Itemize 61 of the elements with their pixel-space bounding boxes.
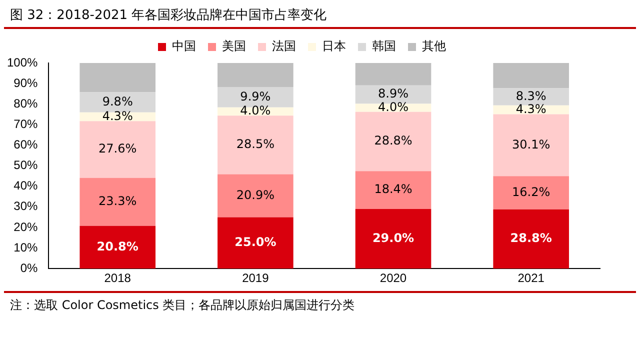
legend-label: 法国 [272,39,296,54]
data-label: 8.9% [378,86,409,101]
data-label: 16.2% [512,184,550,199]
bar [355,112,432,172]
y-tick-label: 60% [14,138,38,152]
bar [80,178,156,226]
y-tick-label: 30% [14,199,38,214]
data-label: 25.0% [234,235,276,250]
legend-label: 韩国 [372,39,396,54]
data-label: 28.5% [236,137,274,152]
legend-label: 中国 [172,39,196,54]
bar [218,217,294,269]
bar [218,116,294,174]
data-label: 9.8% [102,94,133,108]
data-label: 9.9% [240,89,271,104]
bar [493,209,569,269]
x-tick-label: 2019 [242,271,270,286]
x-tick-label: 2021 [518,271,545,286]
legend-label: 美国 [222,39,246,54]
y-tick-label: 100% [6,55,38,70]
bar [218,174,294,218]
data-label: 4.3% [102,108,133,123]
data-label: 29.0% [372,230,414,245]
bar [493,176,569,210]
data-label: 4.0% [378,100,409,114]
bar [355,208,432,269]
legend-label: 日本 [322,39,346,54]
y-tick-label: 80% [14,96,38,110]
y-tick-label: 20% [14,220,38,234]
bar [218,63,294,88]
bar [355,63,432,86]
data-label: 30.1% [512,137,550,152]
data-label: 20.9% [236,188,274,202]
text: 注：选取 Color Cosmetics 类目；各品牌以原始归属国进行分类 [4,291,636,318]
data-label: 8.3% [516,88,546,103]
bar [218,87,294,108]
y-tick-label: 70% [14,116,38,131]
y-tick-label: 50% [14,158,38,172]
legend-label: 其他 [422,39,446,54]
y-tick-label: 40% [14,178,38,193]
bar [80,92,156,112]
data-label: 4.0% [240,104,271,118]
y-tick-label: 10% [14,240,38,254]
bar [493,63,569,88]
bar [80,121,156,178]
bar [80,226,156,269]
data-label: 20.8% [96,239,138,254]
data-label: 28.8% [510,231,552,246]
y-tick-label: 0% [20,260,38,275]
data-label: 4.3% [516,102,546,116]
data-label: 28.8% [374,134,412,148]
data-label: 27.6% [98,142,137,156]
bar [355,171,432,209]
y-tick-label: 90% [14,76,38,90]
chart-title: 图 32：2018-2021 年各国彩妆品牌在中国市占率变化 [4,0,636,29]
bar [493,114,569,176]
bar [80,63,156,92]
data-label: 23.3% [98,194,137,208]
data-label: 18.4% [374,182,412,196]
x-tick-label: 2020 [380,271,407,286]
x-tick-label: 2018 [104,271,132,286]
